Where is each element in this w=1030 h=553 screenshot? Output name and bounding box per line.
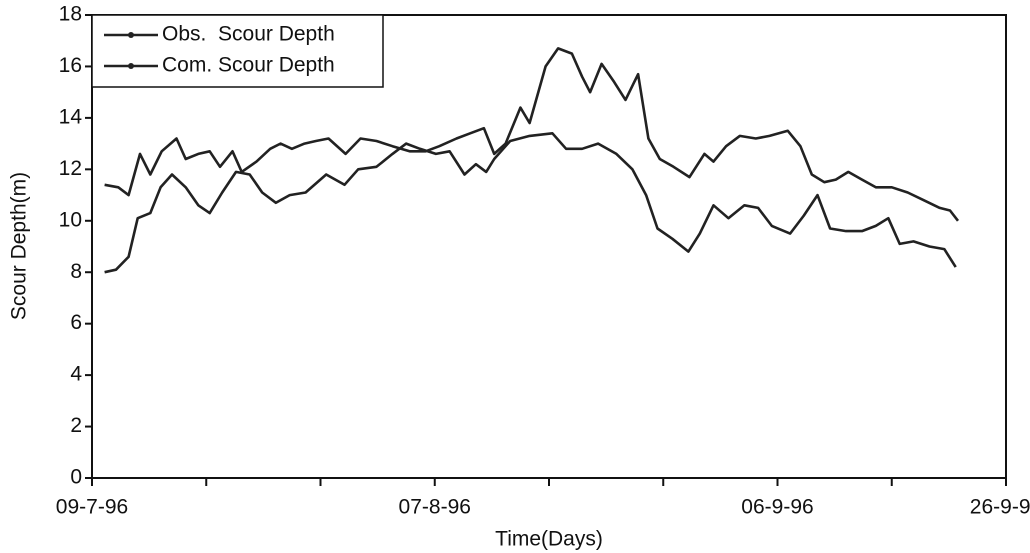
y-tick-label: 6 (70, 311, 82, 334)
y-axis-label: Scour Depth(m) (8, 172, 31, 320)
legend-marker (128, 32, 134, 38)
data-line (104, 132, 957, 274)
legend-box (91, 14, 384, 88)
y-tick-label: 8 (70, 260, 82, 283)
y-tick-label: 0 (70, 466, 82, 489)
x-tick-label: 09-7-96 (56, 496, 128, 519)
x-tick-label: 26-9-96 (970, 496, 1030, 519)
y-tick-label: 4 (70, 363, 82, 386)
x-axis-label: Time(Days) (495, 528, 603, 551)
y-tick-label: 16 (59, 54, 82, 77)
y-tick-label: 18 (59, 3, 82, 26)
y-tick-label: 14 (59, 105, 83, 128)
legend-label: Com. Scour Depth (162, 54, 335, 77)
legend-marker (128, 63, 134, 69)
x-tick-label: 07-8-96 (399, 496, 471, 519)
data-line (104, 47, 960, 222)
y-tick-label: 10 (59, 208, 82, 231)
x-tick-label: 06-9-96 (741, 496, 813, 519)
legend-label: Obs. Scour Depth (162, 23, 335, 46)
y-tick-label: 12 (59, 157, 82, 180)
y-tick-label: 2 (70, 414, 82, 437)
